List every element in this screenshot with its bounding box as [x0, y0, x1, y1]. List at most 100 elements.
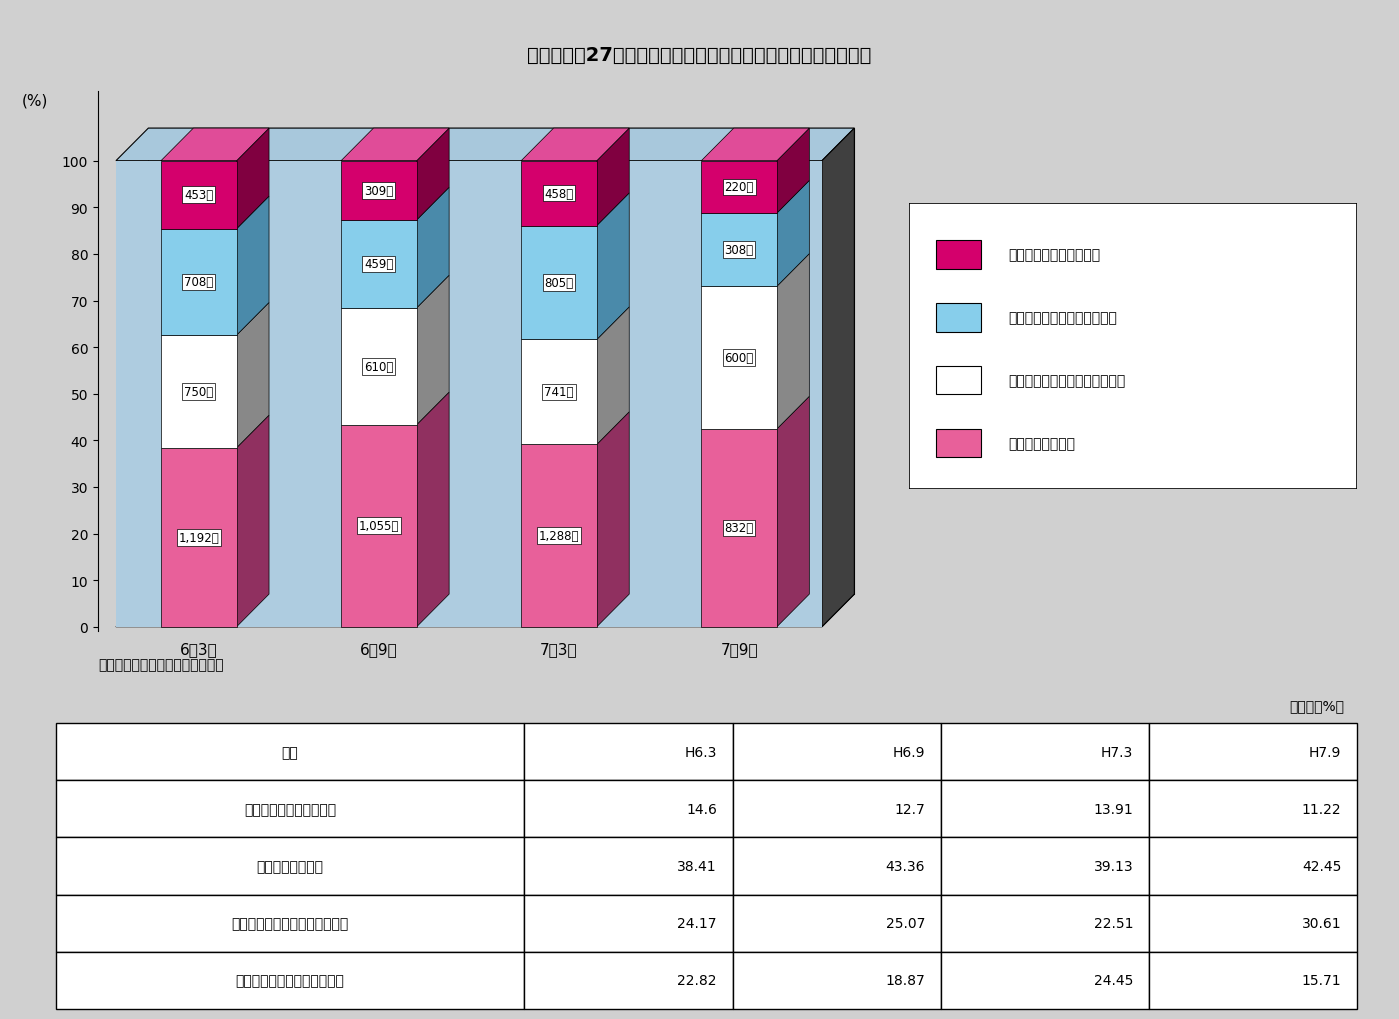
Bar	[940, 838, 1149, 895]
Polygon shape	[776, 255, 810, 429]
Bar	[733, 895, 940, 952]
Bar	[522, 445, 597, 627]
Polygon shape	[701, 129, 810, 162]
Bar	[701, 429, 776, 627]
Bar	[161, 448, 236, 627]
Bar	[161, 336, 236, 448]
Polygon shape	[116, 129, 855, 162]
Polygon shape	[116, 162, 823, 627]
Text: 11.22: 11.22	[1302, 802, 1342, 816]
Bar	[341, 309, 417, 425]
Bar	[522, 340, 597, 445]
Text: 情報・システムソサイアティ: 情報・システムソサイアティ	[1007, 311, 1116, 325]
Polygon shape	[417, 392, 449, 627]
Text: 220件: 220件	[725, 181, 754, 195]
FancyBboxPatch shape	[936, 429, 981, 458]
Bar	[56, 895, 525, 952]
Bar	[1149, 838, 1357, 895]
Bar	[341, 221, 417, 309]
Polygon shape	[417, 276, 449, 425]
Polygon shape	[236, 416, 269, 627]
Text: 1,055件: 1,055件	[358, 520, 399, 533]
Text: 22.82: 22.82	[677, 973, 716, 987]
Text: （単位：%）: （単位：%）	[1288, 698, 1344, 712]
Bar	[733, 723, 940, 781]
FancyBboxPatch shape	[936, 367, 981, 395]
Bar	[1149, 723, 1357, 781]
Text: 38.41: 38.41	[677, 859, 716, 873]
Text: 15.71: 15.71	[1302, 973, 1342, 987]
Bar	[56, 781, 525, 838]
Bar	[525, 895, 733, 952]
Bar	[940, 895, 1149, 952]
Polygon shape	[116, 594, 855, 627]
FancyBboxPatch shape	[909, 204, 1357, 489]
Polygon shape	[823, 129, 855, 627]
Bar	[701, 214, 776, 287]
Polygon shape	[341, 129, 449, 162]
Bar	[525, 723, 733, 781]
Text: 基礎・境界ソサイアティ: 基礎・境界ソサイアティ	[1007, 249, 1100, 262]
Bar	[341, 162, 417, 221]
Text: H7.3: H7.3	[1101, 745, 1133, 759]
Bar	[1149, 952, 1357, 1009]
Bar	[940, 723, 1149, 781]
Polygon shape	[776, 181, 810, 287]
Text: 453件: 453件	[185, 190, 214, 202]
Text: 600件: 600件	[725, 352, 754, 365]
Text: 13.91: 13.91	[1094, 802, 1133, 816]
Text: 750件: 750件	[185, 385, 214, 398]
Text: 832件: 832件	[725, 522, 754, 535]
Bar	[701, 162, 776, 214]
FancyBboxPatch shape	[936, 304, 981, 332]
Bar	[341, 425, 417, 627]
Polygon shape	[776, 396, 810, 627]
Text: 30.61: 30.61	[1302, 916, 1342, 930]
Bar	[522, 226, 597, 340]
Text: 805件: 805件	[544, 277, 574, 289]
Bar	[733, 781, 940, 838]
Text: 25.07: 25.07	[886, 916, 925, 930]
Text: 18.87: 18.87	[886, 973, 925, 987]
Y-axis label: (%): (%)	[22, 93, 49, 108]
Bar	[733, 952, 940, 1009]
Text: 741件: 741件	[544, 386, 574, 399]
Bar	[161, 229, 236, 336]
Text: エレクトロニクスソサイアティ: エレクトロニクスソサイアティ	[1007, 374, 1125, 387]
Text: 第３－２－27図　電子情報通信学会の論文発表のシェアの推移: 第３－２－27図 電子情報通信学会の論文発表のシェアの推移	[527, 46, 872, 65]
Text: 通信ソサイアティ: 通信ソサイアティ	[256, 859, 323, 873]
Polygon shape	[236, 129, 269, 229]
Text: 12.7: 12.7	[894, 802, 925, 816]
Polygon shape	[236, 304, 269, 448]
Text: 309件: 309件	[364, 184, 393, 198]
Text: 電子情報通信学会資料により作成: 電子情報通信学会資料により作成	[98, 657, 224, 672]
Bar	[522, 162, 597, 226]
Text: 39.13: 39.13	[1094, 859, 1133, 873]
Text: H6.3: H6.3	[684, 745, 716, 759]
Bar	[56, 952, 525, 1009]
FancyBboxPatch shape	[936, 240, 981, 269]
Text: エレクトロニクスソサイアティ: エレクトロニクスソサイアティ	[231, 916, 348, 930]
Bar	[56, 723, 525, 781]
Polygon shape	[776, 129, 810, 214]
Text: 年月: 年月	[281, 745, 298, 759]
Polygon shape	[597, 413, 630, 627]
Text: 基礎・境界ソサイアティ: 基礎・境界ソサイアティ	[243, 802, 336, 816]
Text: H6.9: H6.9	[893, 745, 925, 759]
Text: 14.6: 14.6	[686, 802, 716, 816]
Bar	[940, 952, 1149, 1009]
Text: 308件: 308件	[725, 244, 754, 257]
Bar	[525, 952, 733, 1009]
Text: 24.17: 24.17	[677, 916, 716, 930]
Bar	[940, 781, 1149, 838]
Text: H7.9: H7.9	[1309, 745, 1342, 759]
Polygon shape	[522, 129, 630, 162]
Text: 43.36: 43.36	[886, 859, 925, 873]
Bar	[161, 162, 236, 229]
Text: 459件: 459件	[364, 258, 393, 271]
Polygon shape	[236, 197, 269, 336]
Text: 42.45: 42.45	[1302, 859, 1342, 873]
Text: 1,288件: 1,288件	[539, 530, 579, 542]
Polygon shape	[597, 194, 630, 340]
Polygon shape	[417, 189, 449, 309]
